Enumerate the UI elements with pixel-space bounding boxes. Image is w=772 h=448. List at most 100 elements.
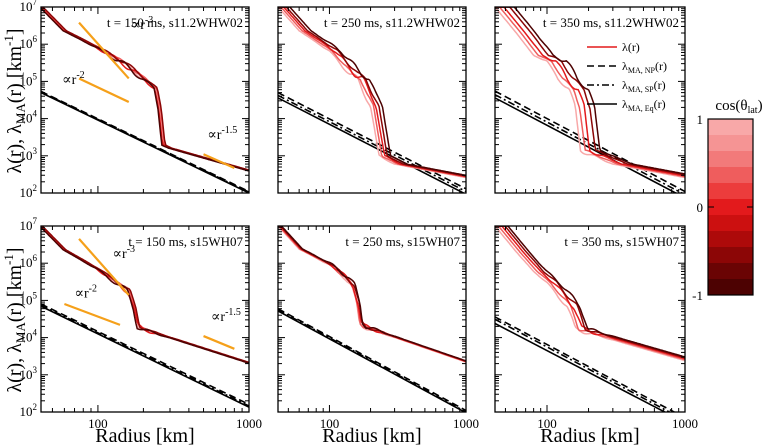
panel-3-plot-area <box>495 7 685 193</box>
panel-6-x-tick-label: 1000 <box>672 416 698 431</box>
legend-label-1: λ(r) <box>622 40 640 54</box>
panel-1-y-tick-label: 106 <box>20 34 38 51</box>
panel-1-y-tick-label: 107 <box>20 0 38 14</box>
panel-1-ticks <box>41 6 250 194</box>
panel-4-slope-label-1: ∝r-3 <box>113 244 135 262</box>
panel-4-lambda-ma-np-line <box>41 303 249 406</box>
panel-3-lambda-profile-5 <box>495 7 685 175</box>
panel-4-plot-area <box>41 226 249 408</box>
panel-6-lambda-profile-5 <box>495 226 685 358</box>
colorbar-tick-label: 0 <box>697 200 704 215</box>
panel-3-ticks <box>495 6 686 194</box>
panel-6-lambda-ma-np-line <box>495 316 676 412</box>
panel-4-x-tick-label: 100 <box>88 416 108 431</box>
panel-1-slope-label-3: ∝r-1.5 <box>207 125 237 143</box>
panel-1-plot-area <box>41 7 249 193</box>
y-axis-label-top: λ(r), λMA(r) [km-1] <box>1 28 28 173</box>
panel-6-label: t = 350 ms, s15WH07 <box>564 234 679 249</box>
panel-6-ticks <box>495 225 686 413</box>
x-axis-label-1: Radius [km] <box>95 425 194 447</box>
panel-4-y-tick-label: 105 <box>20 290 38 307</box>
panel-1-frame <box>40 6 250 194</box>
panel-2-lambda-profile-3 <box>278 7 466 178</box>
panel-4-label: t = 150 ms, s15WH07 <box>128 234 243 249</box>
colorbar-cell-7 <box>708 215 753 232</box>
panel-3-lambda-ma-np-line <box>495 90 685 193</box>
panels-group: ∝r-3 ∝r-2 ∝r-1.5 102 103 104 105 106 107 t = 150 … <box>20 0 699 431</box>
panel-5-ticks <box>278 225 467 413</box>
panel-3: t = 350 ms, s11.2WHW02 <box>494 6 686 194</box>
panel-5-x-tick-label: 100 <box>320 416 340 431</box>
panel-3-label: t = 350 ms, s11.2WHW02 <box>543 15 679 30</box>
panel-1-slope-guide-2 <box>78 77 130 103</box>
panel-2-lambda-ma-sp-line <box>278 94 466 193</box>
panel-3-lambda-ma-sp-line <box>495 93 684 193</box>
panel-1-y-tick-label: 104 <box>20 109 38 126</box>
panel-5: 100 1000 t = 250 ms, s15WH07 <box>277 225 479 431</box>
panel-2-lambda-profile-5 <box>278 7 466 177</box>
panel-1: ∝r-3 ∝r-2 ∝r-1.5 102 103 104 105 106 107 t = 150 … <box>20 0 250 200</box>
panel-5-plot-area <box>278 226 466 412</box>
panel-3-frame <box>494 6 686 194</box>
panel-4-y-tick-label: 106 <box>20 253 38 270</box>
colorbar-cell-5 <box>708 183 753 200</box>
panel-1-lambda-profile-3 <box>41 7 249 172</box>
panel-5-lambda-ma-eq-line <box>278 310 466 412</box>
panel-5-lambda-ma-sp-line <box>278 309 466 412</box>
panel-4-slope-label-2: ∝r-2 <box>75 283 97 301</box>
panel-1-lambda-ma-eq-line <box>41 91 249 193</box>
panel-6-lambda-profile-1 <box>495 226 685 362</box>
panel-1-y-tick-label: 105 <box>20 71 38 88</box>
panel-6-lambda-profile-4 <box>495 226 685 359</box>
panel-2-lambda-ma-np-line <box>278 91 466 190</box>
x-axis-label-2: Radius [km] <box>322 425 421 447</box>
colorbar-cell-4 <box>708 167 753 184</box>
panel-2-plot-area <box>278 7 466 193</box>
panel-1-slope-label-1: ∝r-3 <box>131 15 153 33</box>
panel-4: ∝r-3 ∝r-2 ∝r-1.5 100 1000 102 103 104 105 106 107 t… <box>20 216 263 431</box>
panel-4-lambda-ma-sp-line <box>41 304 249 407</box>
colorbar-cell-6 <box>708 199 753 216</box>
panel-5-lambda-ma-np-line <box>278 307 466 412</box>
panel-5-x-tick-label: 1000 <box>453 416 479 431</box>
panel-2-lambda-ma-eq-line <box>278 97 466 193</box>
panel-6-frame <box>494 225 686 413</box>
panel-4-y-tick-label: 102 <box>20 402 38 419</box>
panel-1-slope-label-2: ∝r-2 <box>62 70 84 88</box>
colorbar-title: cos(θlat) <box>715 98 762 116</box>
panel-4-slope-guide-3 <box>203 335 235 350</box>
panel-4-lambda-profile-4 <box>41 226 249 364</box>
colorbar-cell-10 <box>708 263 753 280</box>
panel-6: 100 1000 t = 350 ms, s15WH07 <box>494 225 698 431</box>
panel-4-frame <box>40 225 250 413</box>
legend: λ(r) λMA, NP(r) λMA, SP(r) λMA, Eq(r) <box>587 40 667 113</box>
panel-1-lambda-profile-2 <box>41 7 249 171</box>
panel-1-lambda-profile-4 <box>41 7 249 171</box>
legend-label-2: λMA, NP(r) <box>622 59 667 75</box>
colorbar-cell-1 <box>708 119 753 136</box>
panel-4-y-tick-label: 103 <box>20 365 38 382</box>
panel-4-lambda-ma-eq-line <box>41 305 249 408</box>
panel-3-lambda-profile-1 <box>495 7 685 179</box>
panel-1-y-tick-label: 103 <box>20 146 38 163</box>
colorbar-cell-8 <box>708 231 753 248</box>
panel-1-y-tick-label: 102 <box>20 183 38 200</box>
colorbar: cos(θlat) 1 0 -1 <box>692 98 762 303</box>
colorbar-tick-label: -1 <box>692 288 703 303</box>
panel-4-y-tick-label: 104 <box>20 328 38 345</box>
panel-1-slope-guide-1 <box>78 21 130 80</box>
panel-5-lambda-profile-5 <box>278 226 466 362</box>
panel-3-lambda-profile-4 <box>495 7 685 176</box>
panel-4-slope-label-3: ∝r-1.5 <box>211 307 241 325</box>
panel-6-plot-area <box>495 226 685 412</box>
panel-2: t = 250 ms, s11.2WHW02 <box>277 6 467 194</box>
panel-3-lambda-profile-3 <box>495 7 685 177</box>
colorbar-cell-11 <box>708 279 753 296</box>
panel-6-x-tick-label: 100 <box>537 416 557 431</box>
colorbar-cell-2 <box>708 135 753 152</box>
panel-2-label: t = 250 ms, s11.2WHW02 <box>324 15 460 30</box>
y-axis-label-bottom: λ(r), λMA(r) [km-1] <box>1 247 28 392</box>
panel-2-frame <box>277 6 467 194</box>
legend-label-4: λMA, Eq(r) <box>622 97 666 113</box>
